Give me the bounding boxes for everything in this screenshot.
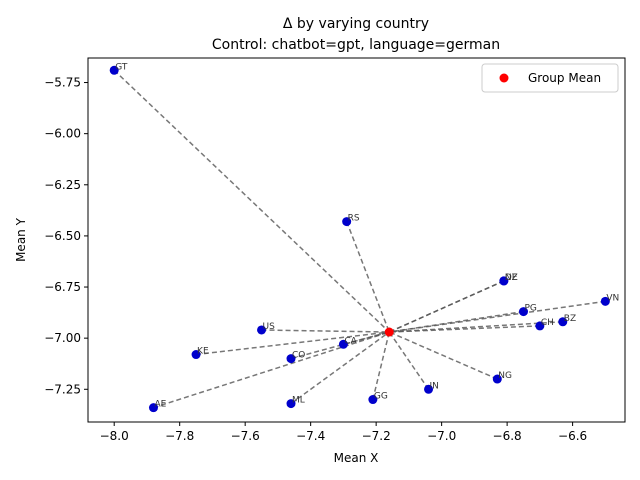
point-bz <box>558 317 568 327</box>
point-label-ng: NG <box>498 371 512 381</box>
x-tick-label: −7.2 <box>362 429 391 443</box>
y-axis-label: Mean Y <box>14 217 28 262</box>
connector-line-us <box>261 329 390 333</box>
point-label-de: DE <box>505 273 518 283</box>
y-tick-label: −7.25 <box>44 382 81 396</box>
point-rs <box>342 217 352 227</box>
point-label-ae: AE <box>154 400 166 410</box>
connector-line-gt <box>113 69 390 333</box>
point-us <box>257 325 267 335</box>
x-tick-label: −8.0 <box>100 429 129 443</box>
x-tick-label: −6.6 <box>558 429 587 443</box>
legend-entry-group-mean: Group Mean <box>528 71 601 85</box>
point-in <box>424 384 434 394</box>
point-label-ml: ML <box>292 396 305 406</box>
y-axis-ticks: −5.75 −6.00 −6.25 −6.50 −6.75 −7.00 −7.25 <box>44 76 88 396</box>
y-tick-label: −5.75 <box>44 76 81 90</box>
legend-box <box>481 63 619 93</box>
connector-line-rs <box>345 221 390 333</box>
x-axis-label: Mean X <box>334 451 379 465</box>
point-label-pg: PG <box>524 304 536 314</box>
point-co <box>286 354 296 364</box>
point-label-ch: CH <box>541 318 554 328</box>
point-ml <box>286 399 296 409</box>
x-axis-ticks: −8.0 −7.8 −7.6 −7.4 −7.2 −7.0 −6.8 −6.6 <box>100 422 587 443</box>
point-ng <box>492 374 502 384</box>
connector-line-ae <box>153 331 390 409</box>
x-tick-label: −6.8 <box>493 429 522 443</box>
plot-area <box>88 58 625 422</box>
group-mean-point <box>384 327 394 337</box>
y-tick-label: −6.00 <box>44 127 81 141</box>
point-pg <box>518 307 528 317</box>
point-label-gg: GG <box>374 392 388 402</box>
point-label-us: US <box>263 322 276 332</box>
connector-line-ch <box>389 325 540 333</box>
point-label-bz: BZ <box>564 314 576 324</box>
connector-line-pg <box>389 310 524 333</box>
point-label-rs: RS <box>348 214 360 224</box>
chart-subtitle: Control: chatbot=gpt, language=german <box>212 37 500 53</box>
point-label-vn: VN <box>606 293 619 303</box>
point-ae <box>148 403 158 413</box>
connector-line-de <box>388 280 505 333</box>
connector-line-in <box>388 331 430 390</box>
x-tick-label: −7.8 <box>165 429 194 443</box>
point-gt <box>109 65 119 75</box>
connector-line-gg <box>372 331 390 400</box>
x-tick-label: −7.4 <box>296 429 325 443</box>
connector-line-ng <box>388 331 498 380</box>
connector-line-ml <box>290 331 390 405</box>
connector-lines <box>113 69 606 409</box>
y-tick-label: −6.75 <box>44 280 81 294</box>
point-label-ke: KE <box>197 347 209 357</box>
point-label-co: CO <box>292 351 305 361</box>
y-tick-label: −6.25 <box>44 178 81 192</box>
data-points <box>109 65 610 413</box>
point-de <box>499 276 509 286</box>
y-tick-label: −6.50 <box>44 229 81 243</box>
y-tick-label: −7.00 <box>44 331 81 345</box>
legend-marker-group-mean <box>499 73 509 83</box>
point-label-gt: GT <box>115 62 128 72</box>
chart-title: Δ by varying country <box>283 16 429 32</box>
legend: Group Mean <box>481 63 619 93</box>
point-label-in: IN <box>430 381 439 391</box>
point-vn <box>600 296 610 306</box>
x-tick-label: −7.6 <box>231 429 260 443</box>
connector-line-vn <box>389 300 606 333</box>
point-label-nz: NZ <box>505 273 518 283</box>
point-ch <box>535 321 545 331</box>
point-ca <box>338 339 348 349</box>
plot-frame <box>87 57 626 423</box>
point-label-ca: CA <box>344 336 357 346</box>
group-mean-layer <box>384 327 394 337</box>
connector-line-ke <box>195 331 390 356</box>
point-gg <box>368 395 378 405</box>
x-tick-label: −7.0 <box>427 429 456 443</box>
point-ke <box>191 350 201 360</box>
